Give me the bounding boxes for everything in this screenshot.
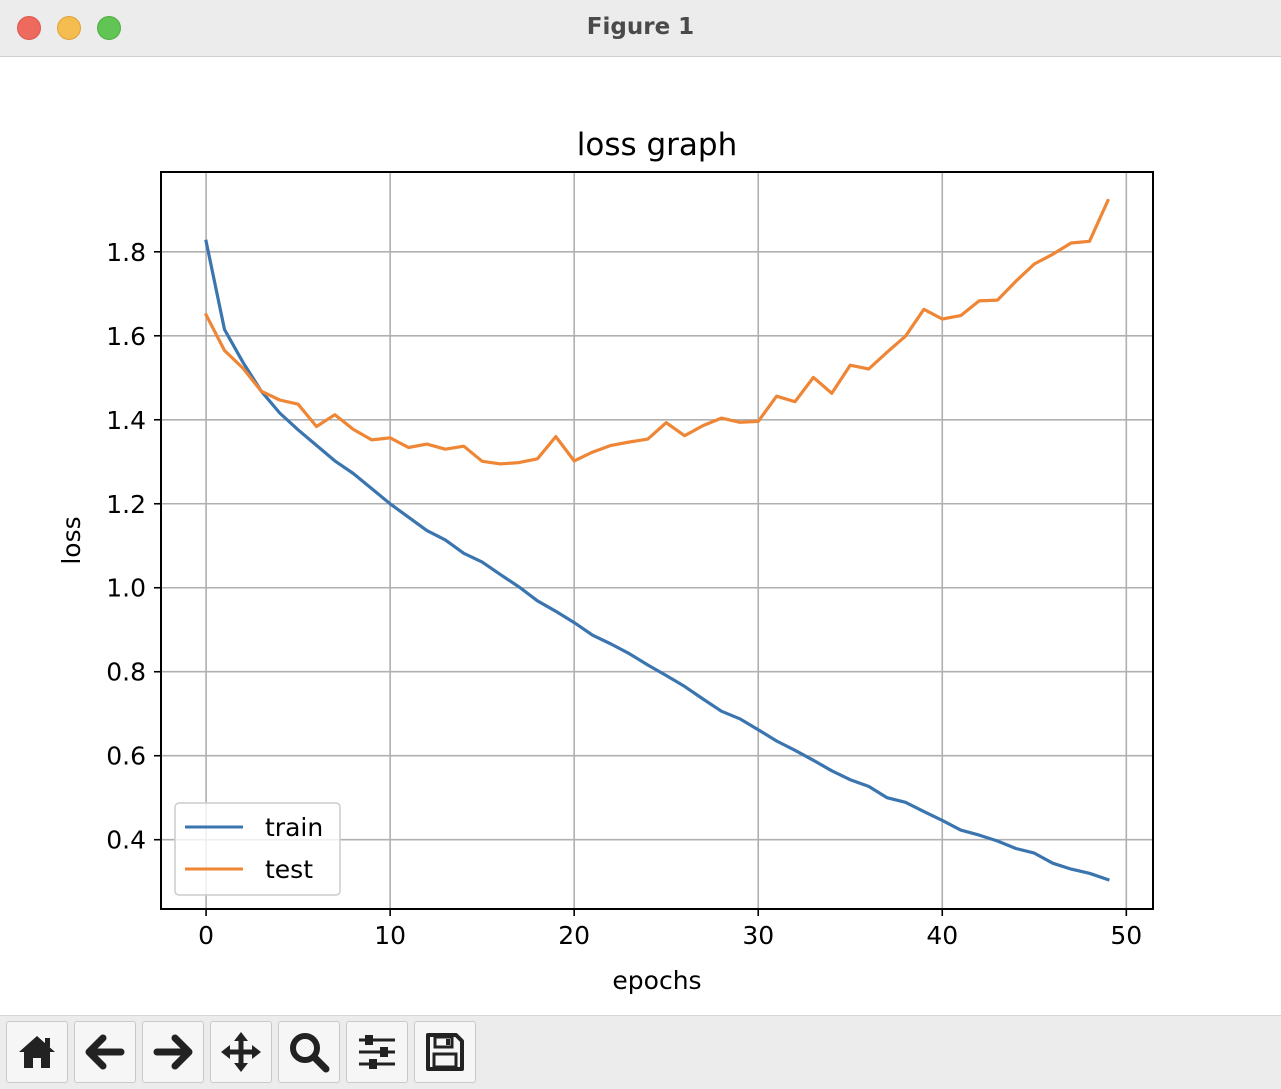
forward-button[interactable] (142, 1021, 204, 1083)
save-button[interactable] (414, 1021, 476, 1083)
y-tick-label: 1.6 (106, 322, 146, 351)
x-tick-label: 10 (374, 921, 406, 950)
home-icon (19, 1036, 55, 1068)
floppy-disk-icon (426, 1033, 464, 1071)
x-tick-label: 50 (1110, 921, 1142, 950)
minimize-window-button[interactable] (57, 16, 81, 40)
y-axis-label: loss (57, 516, 86, 564)
series-lines (203, 198, 1111, 882)
chart-title: loss graph (577, 127, 737, 163)
y-tick-label: 0.6 (106, 742, 146, 771)
legend: train test (174, 802, 341, 896)
axis-ticks: 0 10 20 30 40 50 0.4 0.6 0.8 1.0 1.2 1.4 1.6 1.8 (106, 238, 1142, 950)
grid (161, 172, 1153, 909)
maximize-window-button[interactable] (97, 16, 121, 40)
y-tick-label: 1.8 (106, 238, 146, 267)
series-line-train (204, 239, 1110, 882)
zoom-button[interactable] (278, 1021, 340, 1083)
x-tick-label: 30 (742, 921, 774, 950)
configure-subplots-button[interactable] (346, 1021, 408, 1083)
y-tick-label: 1.0 (106, 574, 146, 603)
magnifier-icon (290, 1033, 330, 1073)
arrow-right-icon (153, 1034, 193, 1070)
legend-label-train: train (265, 813, 323, 842)
legend-label-test: test (265, 855, 313, 884)
window-title: Figure 1 (586, 14, 695, 40)
home-button[interactable] (6, 1021, 68, 1083)
x-axis-label: epochs (612, 966, 701, 995)
arrow-left-icon (85, 1034, 125, 1070)
y-tick-label: 1.4 (106, 406, 146, 435)
pan-button[interactable] (210, 1021, 272, 1083)
navigation-toolbar (0, 1015, 1281, 1089)
title-bar: Figure 1 (0, 0, 1281, 57)
figure-canvas: 0 10 20 30 40 50 0.4 0.6 0.8 1.0 1.2 1.4 1.6 1.8 loss… (0, 57, 1281, 1015)
series-line-test (203, 198, 1111, 466)
y-tick-label: 0.8 (106, 658, 146, 687)
y-tick-label: 1.2 (106, 490, 146, 519)
loss-chart: 0 10 20 30 40 50 0.4 0.6 0.8 1.0 1.2 1.4 1.6 1.8 loss… (57, 127, 1154, 995)
sliders-icon (359, 1035, 395, 1069)
close-window-button[interactable] (17, 16, 41, 40)
y-tick-label: 0.4 (106, 826, 146, 855)
move-icon (221, 1032, 261, 1072)
back-button[interactable] (74, 1021, 136, 1083)
x-tick-label: 0 (198, 921, 214, 950)
x-tick-label: 40 (926, 921, 958, 950)
x-tick-label: 20 (558, 921, 590, 950)
axes-frame (160, 171, 1154, 910)
